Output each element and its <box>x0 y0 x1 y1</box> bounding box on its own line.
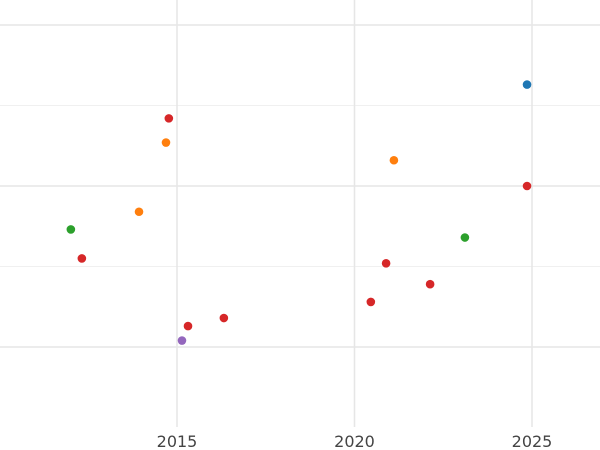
data-point <box>389 155 399 165</box>
grid <box>0 0 600 427</box>
points <box>66 80 532 345</box>
x-tick-label: 2025 <box>512 432 553 450</box>
data-point <box>522 80 532 89</box>
data-point <box>177 336 187 345</box>
data-point <box>366 297 376 307</box>
data-point <box>219 313 229 323</box>
data-point <box>425 279 435 289</box>
data-point <box>460 233 470 242</box>
data-point <box>66 225 76 234</box>
data-point <box>381 258 391 268</box>
x-tick-label: 2015 <box>157 432 198 450</box>
data-point <box>183 321 193 331</box>
data-point <box>77 254 87 263</box>
data-point <box>161 138 171 147</box>
data-point <box>134 207 144 217</box>
data-point <box>164 114 174 123</box>
x-tick-label: 2020 <box>334 432 375 450</box>
data-point <box>522 181 532 191</box>
x-axis-ticks: 2015 2020 2025 <box>157 432 553 450</box>
